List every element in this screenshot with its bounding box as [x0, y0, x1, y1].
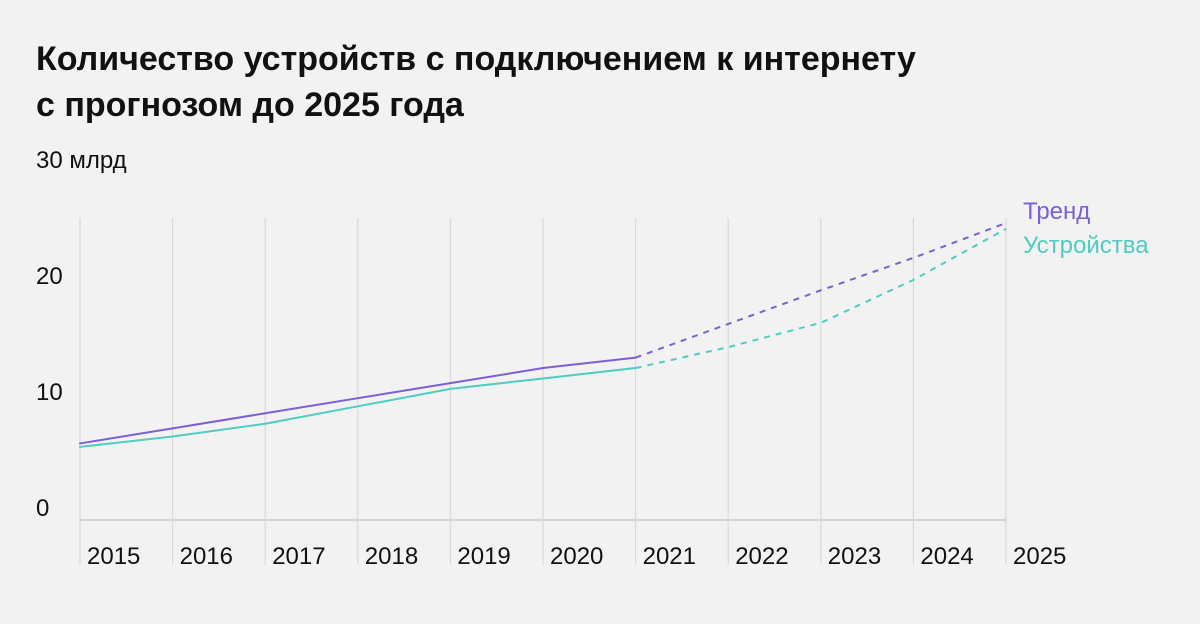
chart-title-line-1: Количество устройств с подключением к ин… — [36, 40, 916, 78]
legend: Тренд Устройства — [1023, 198, 1149, 259]
x-tick-label-2021: 2021 — [643, 543, 696, 570]
y-tick-label-0: 0 — [36, 495, 49, 522]
x-axis-ticks: 2015 2016 2017 2018 2019 2020 2021 2022 2023 2024… — [87, 543, 1066, 570]
grid — [79, 218, 1007, 565]
chart-title: Количество устройств с подключением к ин… — [36, 36, 1136, 128]
x-tick-label-2022: 2022 — [735, 543, 788, 570]
legend-entry-1: Устройства — [1023, 232, 1149, 259]
x-tick-label-2015: 2015 — [87, 543, 140, 570]
y-tick-label-20: 20 — [36, 263, 63, 290]
y-tick-label-30: 30 млрд — [36, 147, 127, 174]
y-tick-label-10: 10 — [36, 379, 63, 406]
series — [79, 222, 1007, 448]
x-tick-label-2018: 2018 — [365, 543, 418, 570]
x-tick-label-2023: 2023 — [828, 543, 881, 570]
series-line-forecast-1 — [635, 227, 1007, 370]
x-tick-label-2019: 2019 — [457, 543, 510, 570]
legend-entry-0: Тренд — [1023, 198, 1090, 225]
x-tick-label-2025: 2025 — [1013, 543, 1066, 570]
chart-title-line-2: с прогнозом до 2025 года — [36, 86, 464, 124]
y-axis-ticks: 0 10 20 30 млрд — [36, 147, 127, 522]
x-tick-label-2017: 2017 — [272, 543, 325, 570]
x-tick-label-2020: 2020 — [550, 543, 603, 570]
x-tick-label-2016: 2016 — [180, 543, 233, 570]
x-tick-label-2024: 2024 — [920, 543, 973, 570]
